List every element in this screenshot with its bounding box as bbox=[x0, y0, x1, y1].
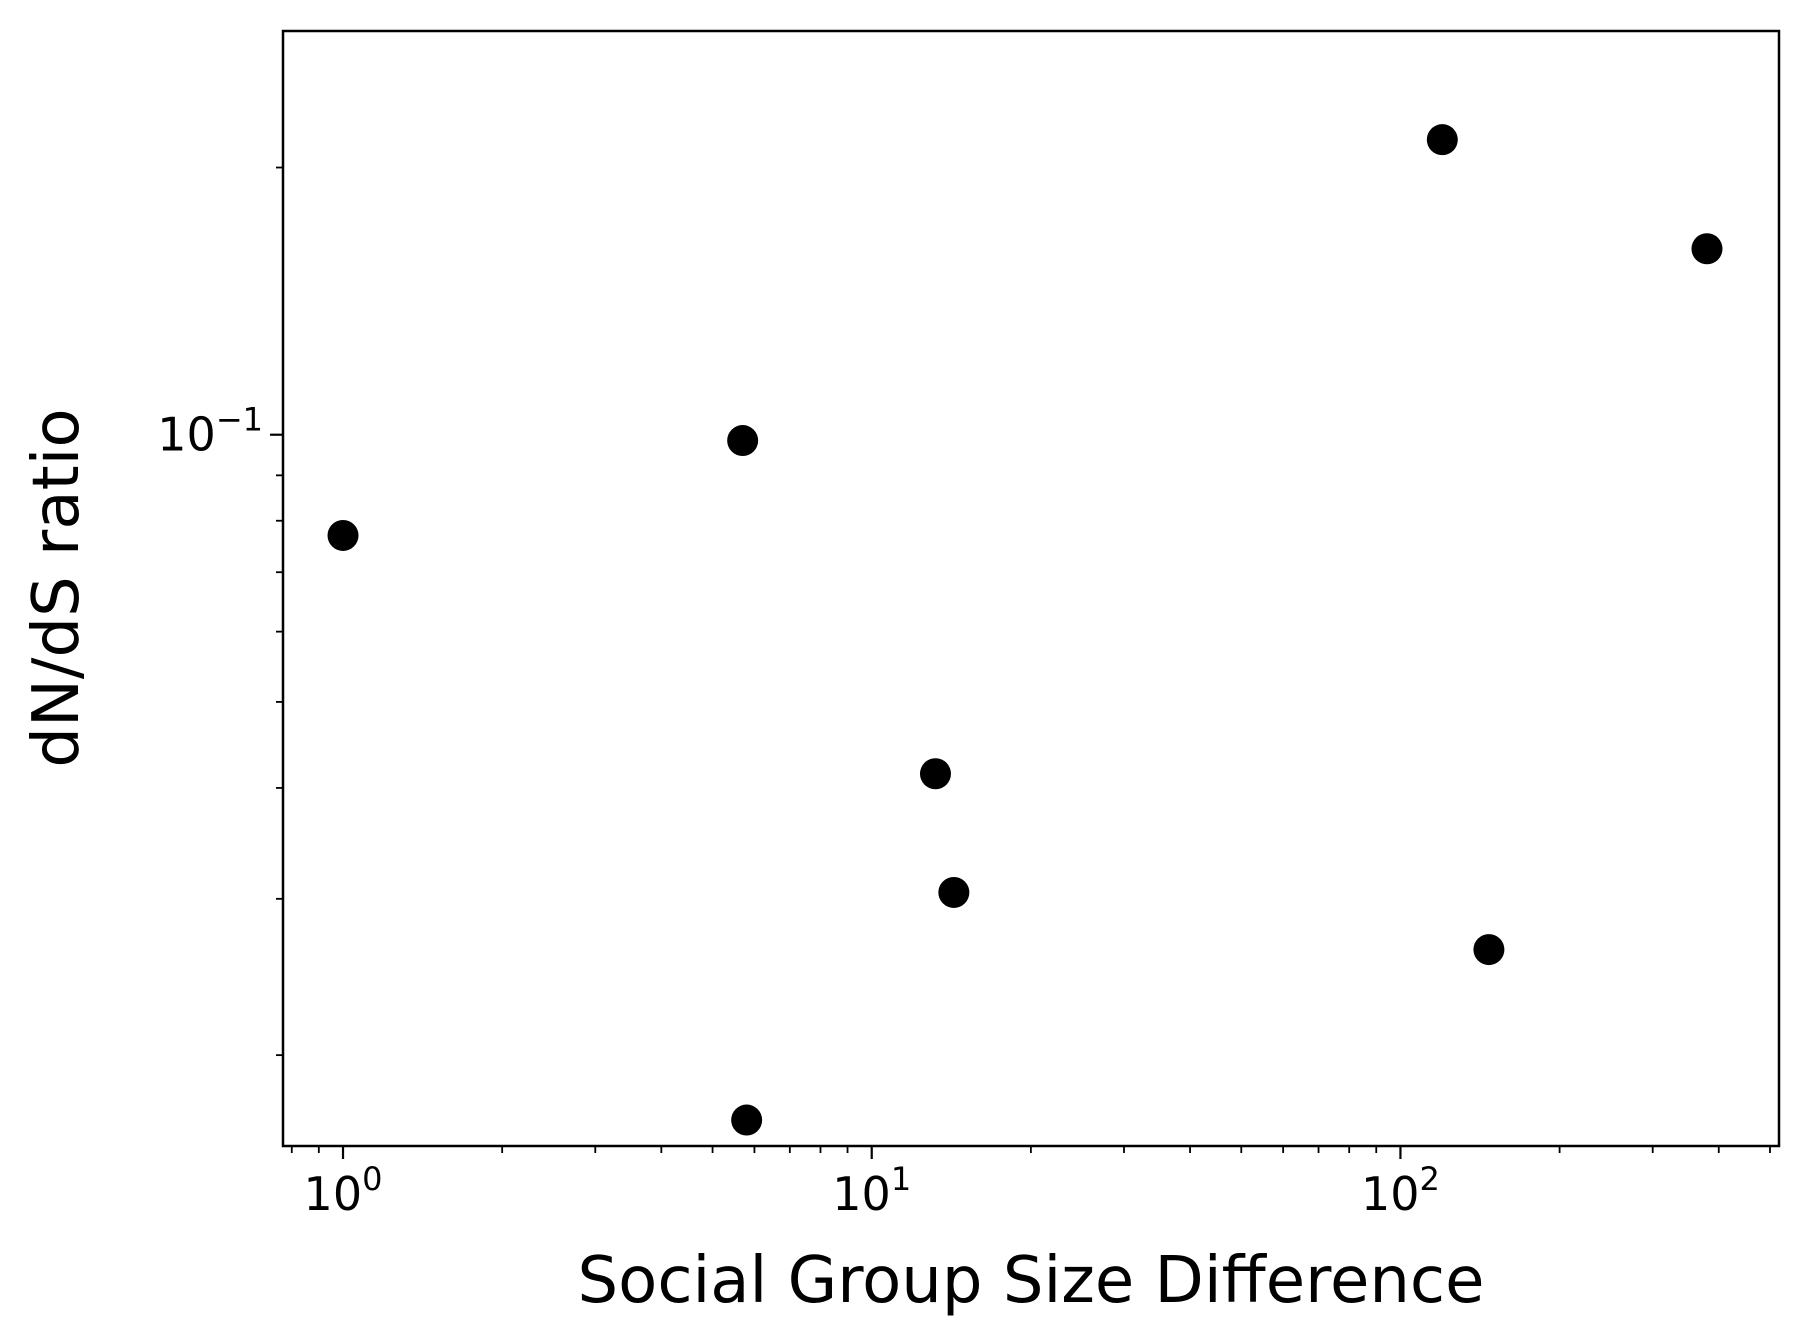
data-point bbox=[938, 876, 970, 908]
y-tick-exponent: −1 bbox=[216, 401, 263, 439]
x-tick-base: 10 bbox=[304, 1167, 363, 1221]
x-tick-label: 100 bbox=[304, 1160, 383, 1221]
data-point bbox=[919, 758, 951, 790]
plot-frame bbox=[281, 29, 1781, 1148]
y-axis-title: dN/dS ratio bbox=[20, 408, 94, 767]
data-point bbox=[1691, 233, 1723, 265]
x-tick-base: 10 bbox=[1361, 1167, 1420, 1221]
x-tick-label: 102 bbox=[1361, 1160, 1440, 1221]
data-point bbox=[727, 425, 759, 457]
data-point bbox=[1426, 124, 1458, 156]
x-axis-ticks: 100 101 102 bbox=[290, 1146, 1771, 1221]
x-tick-base: 10 bbox=[832, 1167, 891, 1221]
data-point bbox=[731, 1104, 763, 1136]
data-points bbox=[327, 124, 1723, 1136]
x-tick-exponent: 2 bbox=[1420, 1160, 1440, 1198]
data-point bbox=[327, 519, 359, 551]
y-axis-ticks: 10−1 bbox=[157, 166, 283, 1057]
y-tick-label: 10−1 bbox=[157, 401, 263, 462]
x-tick-exponent: 0 bbox=[362, 1160, 382, 1198]
data-point bbox=[1473, 934, 1505, 966]
y-tick-base: 10 bbox=[157, 408, 216, 462]
x-tick-exponent: 1 bbox=[891, 1160, 911, 1198]
x-tick-label: 101 bbox=[832, 1160, 911, 1221]
x-axis-title: Social Group Size Difference bbox=[578, 1244, 1485, 1318]
